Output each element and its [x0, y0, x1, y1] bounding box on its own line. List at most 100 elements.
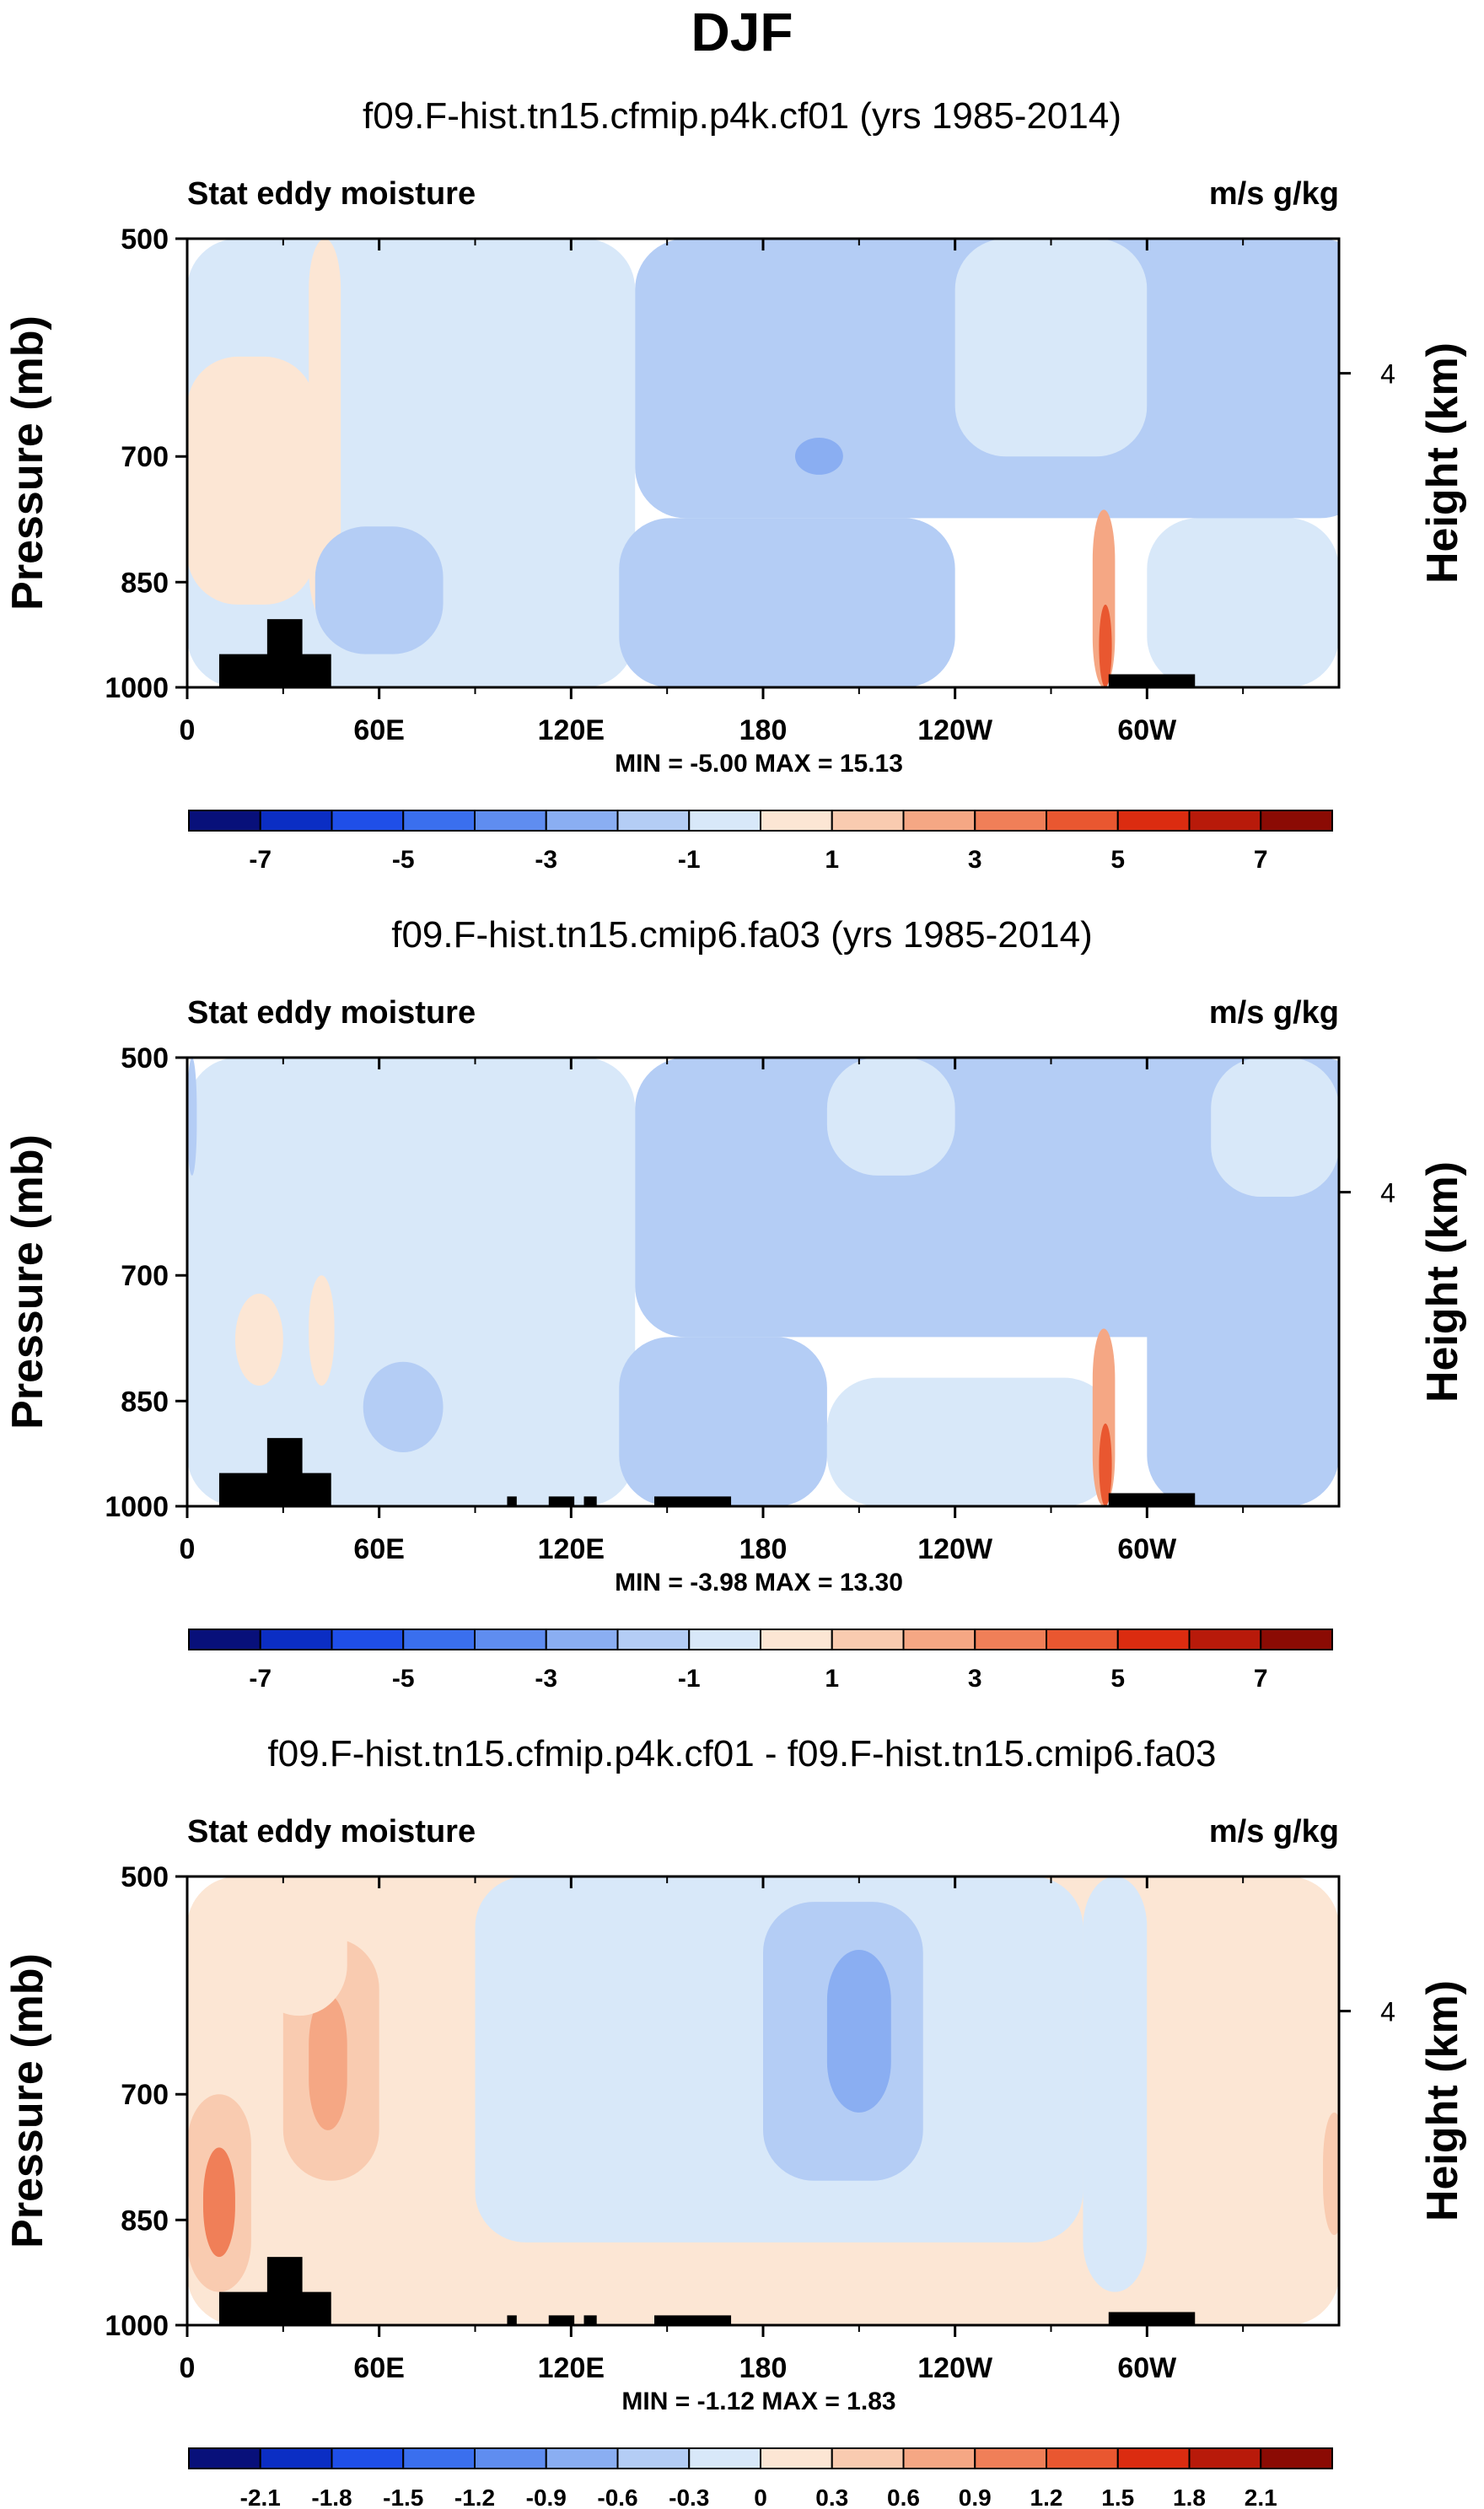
land-mask	[266, 2257, 303, 2325]
y-tick-label: 850	[121, 567, 169, 599]
colorbar-swatch	[1260, 810, 1333, 832]
x-tick-label: 180	[739, 2352, 788, 2384]
x-tick-label: 60W	[1117, 714, 1177, 746]
colorbar-label: -1.5	[383, 2485, 423, 2509]
colorbar-label: 7	[1254, 1665, 1268, 1693]
colorbar-swatch	[616, 1629, 691, 1650]
colorbar-label: -3	[535, 1665, 557, 1693]
colorbar-label: 0.6	[887, 2485, 920, 2509]
y-axis-title: Pressure (mb)	[3, 1953, 52, 2248]
land-mask	[548, 2315, 575, 2325]
colorbar-swatch	[760, 1629, 833, 1650]
colorbar-swatch	[259, 2447, 333, 2469]
x-tick-label: 60E	[353, 2352, 405, 2384]
x-tick-label: 120W	[917, 2352, 993, 2384]
y-axis-title-right: Height (km)	[1418, 1161, 1467, 1403]
contour-region	[309, 239, 341, 620]
y-tick-label: 1000	[105, 2310, 169, 2342]
colorbar-swatch	[902, 1629, 976, 1650]
colorbar: -7 -5 -3 -1 1 3 5 7	[188, 1629, 1333, 1693]
colorbar-label: 1	[825, 1665, 839, 1693]
colorbar-label: -0.6	[597, 2485, 637, 2509]
contour-region	[1099, 1423, 1112, 1506]
contour-region	[1147, 1876, 1339, 2325]
colorbar-swatch	[545, 810, 619, 832]
units-label: m/s g/kg	[1209, 176, 1339, 212]
units-label: m/s g/kg	[1209, 1814, 1339, 1849]
colorbar-swatch	[688, 1629, 761, 1650]
y-right-tick-label: 4	[1380, 1178, 1395, 1209]
colorbar-swatch	[188, 810, 261, 832]
land-mask	[1108, 674, 1196, 687]
contour-region	[250, 1876, 347, 2016]
colorbar-swatch	[188, 2447, 261, 2469]
contour-region	[826, 1058, 955, 1176]
colorbar-swatch	[688, 810, 761, 832]
x-tick-label: 60E	[353, 1533, 405, 1565]
y-tick-label: 700	[121, 2079, 169, 2111]
colorbar-label: 0	[754, 2485, 767, 2509]
colorbar: -2.1 -1.8 -1.5 -1.2 -0.9 -0.6 -0.3 0 0.3 0.6 0.9 1.…	[188, 2447, 1333, 2509]
colorbar-label: 1	[825, 846, 839, 874]
colorbar-label: -1.2	[454, 2485, 495, 2509]
colorbar-swatch	[402, 810, 476, 832]
colorbar-swatch	[974, 2447, 1047, 2469]
contour-region	[954, 239, 1148, 457]
y-tick-label: 850	[121, 2205, 169, 2237]
x-tick-label: 60W	[1117, 2352, 1177, 2384]
x-tick-label: 60W	[1117, 1533, 1177, 1565]
colorbar-swatch	[331, 1629, 405, 1650]
colorbar-label: 1.2	[1030, 2485, 1063, 2509]
colorbar-label: 0.3	[815, 2485, 848, 2509]
y-tick-label: 1000	[105, 1491, 169, 1523]
contour-region	[794, 437, 843, 475]
colorbar-swatch	[688, 2447, 761, 2469]
x-tick-label: 120E	[538, 1533, 605, 1565]
colorbar-swatch	[616, 810, 691, 832]
x-tick-label: 120E	[538, 2352, 605, 2384]
y-right-tick-label: 4	[1380, 359, 1395, 390]
colorbar-swatch	[1116, 810, 1191, 832]
units-label: m/s g/kg	[1209, 995, 1339, 1031]
colorbar-swatch	[616, 2447, 691, 2469]
colorbar-swatch	[1260, 1629, 1333, 1650]
colorbar-swatch	[474, 1629, 547, 1650]
colorbar-label: -7	[249, 1665, 272, 1693]
figure-title: DJF	[691, 2, 793, 62]
colorbar-label: 0.9	[959, 2485, 992, 2509]
colorbar-swatch	[1046, 1629, 1119, 1650]
min-max-label: MIN = -3.98 MAX = 13.30	[615, 1569, 903, 1596]
colorbar-swatch	[1046, 810, 1119, 832]
contour-region	[234, 1293, 283, 1386]
y-tick-label: 500	[121, 223, 169, 256]
colorbar-swatch	[474, 810, 547, 832]
land-mask	[548, 1496, 575, 1506]
colorbar-label: -1.8	[311, 2485, 352, 2509]
colorbar-label: 2.1	[1245, 2485, 1277, 2509]
y-tick-label: 500	[121, 1861, 169, 1893]
contour-region	[826, 1377, 1116, 1506]
y-axis-title: Pressure (mb)	[3, 1134, 52, 1429]
x-tick-label: 0	[180, 1533, 196, 1565]
contour-region	[202, 2147, 235, 2258]
colorbar-swatch	[1116, 2447, 1191, 2469]
contour-region	[309, 1994, 347, 2130]
variable-label: Stat eddy moisture	[187, 995, 476, 1031]
contour-region	[619, 518, 955, 687]
colorbar-swatch	[474, 2447, 547, 2469]
land-mask	[1108, 2312, 1196, 2325]
colorbar-label: -2.1	[240, 2485, 281, 2509]
colorbar-label: 5	[1110, 846, 1125, 874]
y-tick-label: 700	[121, 1260, 169, 1292]
colorbar-swatch	[1116, 1629, 1191, 1650]
colorbar-swatch	[402, 2447, 476, 2469]
colorbar-label: -0.9	[526, 2485, 567, 2509]
contour-region	[363, 1361, 444, 1453]
y-axis-title-right: Height (km)	[1418, 342, 1467, 584]
x-tick-label: 180	[739, 1533, 788, 1565]
panel-title: f09.F-hist.tn15.cfmip.p4k.cf01 - f09.F-h…	[268, 1733, 1217, 1774]
y-right-tick-label: 4	[1380, 1997, 1395, 2027]
plot-area	[187, 1058, 1339, 1506]
colorbar-label: 3	[968, 1665, 982, 1693]
